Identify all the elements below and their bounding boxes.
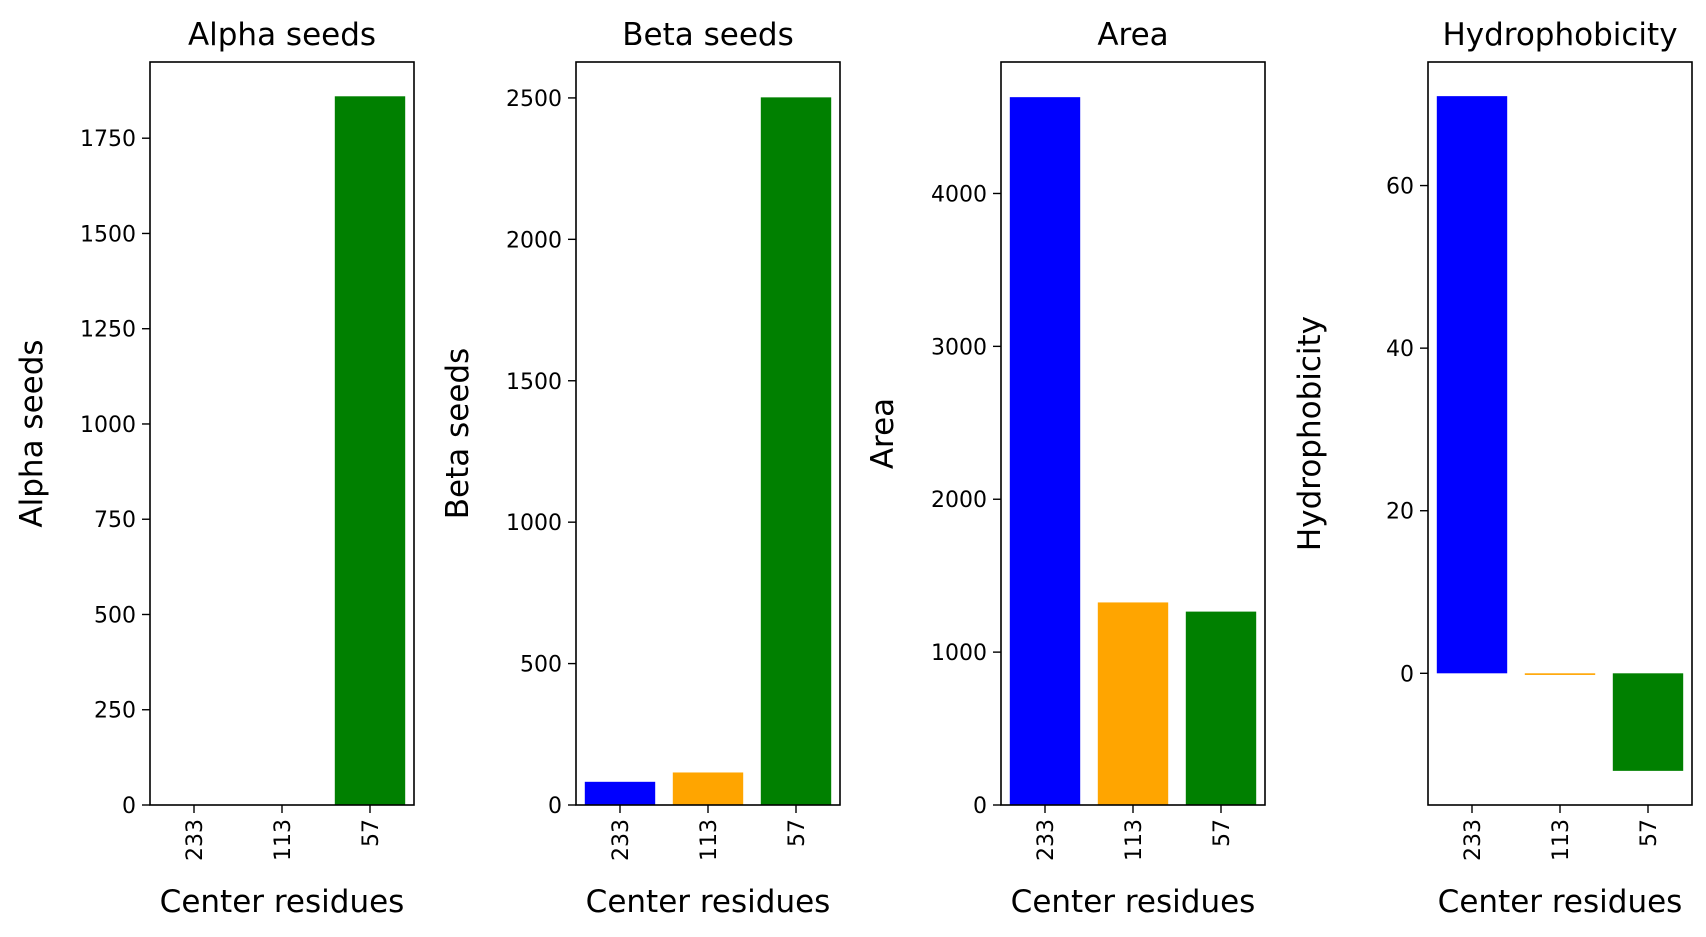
- x-tick-label: 233: [1034, 819, 1059, 861]
- x-axis-label: Center residues: [586, 884, 831, 920]
- y-tick-label: 0: [1400, 662, 1414, 687]
- bar-233: [1009, 97, 1081, 806]
- y-tick-label: 250: [94, 699, 136, 724]
- x-axis-label: Center residues: [1438, 884, 1683, 920]
- y-tick-label: 2500: [506, 87, 562, 112]
- chart-panel-3: 0 1000 2000 3000 4000 233 113 57 Area Center resi…: [865, 17, 1266, 920]
- y-tick-label: 4000: [931, 182, 987, 207]
- chart-panel-4: 0 20 40 60 233 113 57 Hydrophobicity Center resi…: [1292, 17, 1693, 920]
- y-tick-label: 0: [122, 794, 136, 819]
- chart-title: Beta seeds: [622, 17, 793, 53]
- bar-57: [1612, 673, 1684, 771]
- chart-title: Hydrophobicity: [1442, 17, 1677, 53]
- x-tick-label: 233: [1461, 819, 1486, 861]
- bar-57: [334, 96, 406, 806]
- bar-233: [584, 781, 656, 805]
- x-tick-label: 57: [359, 819, 384, 847]
- y-tick-label: 1000: [506, 511, 562, 536]
- y-axis-label: Beta seeds: [440, 348, 476, 519]
- y-tick-label: 1250: [80, 318, 136, 343]
- x-tick-label: 233: [609, 819, 634, 861]
- y-tick-label: 1750: [80, 127, 136, 152]
- x-tick-label: 113: [1549, 819, 1574, 861]
- x-tick-label: 57: [1637, 819, 1662, 847]
- x-axis-label: Center residues: [1011, 884, 1256, 920]
- bar-233: [1436, 96, 1508, 674]
- bar-113: [1524, 673, 1596, 675]
- x-tick-label: 113: [697, 819, 722, 861]
- y-tick-label: 40: [1386, 337, 1414, 362]
- x-axis-label: Center residues: [160, 884, 405, 920]
- y-tick-label: 500: [520, 653, 562, 678]
- y-tick-label: 1500: [506, 370, 562, 395]
- y-axis-label: Area: [865, 398, 901, 469]
- x-tick-label: 57: [785, 819, 810, 847]
- y-tick-label: 0: [548, 794, 562, 819]
- y-tick-label: 2000: [506, 228, 562, 253]
- bar-57: [1185, 611, 1257, 805]
- y-tick-label: 2000: [931, 488, 987, 513]
- chart-panel-2: 0 500 1000 1500 2000 2500 233 113 57 Beta seeds Ce…: [440, 17, 841, 920]
- chart-panel-1: 0 250 500 750 1000 1250 1500 1750 233 113 57 Alpha …: [14, 17, 415, 920]
- y-tick-label: 1000: [931, 641, 987, 666]
- y-tick-label: 750: [94, 508, 136, 533]
- chart-title: Alpha seeds: [188, 17, 376, 53]
- y-tick-label: 20: [1386, 500, 1414, 525]
- x-tick-label: 113: [1122, 819, 1147, 861]
- x-tick-label: 113: [271, 819, 296, 861]
- y-axis-label: Alpha seeds: [14, 339, 50, 527]
- y-axis-label: Hydrophobicity: [1292, 316, 1328, 551]
- x-tick-label: 233: [183, 819, 208, 861]
- y-tick-label: 3000: [931, 335, 987, 360]
- x-tick-label: 57: [1210, 819, 1235, 847]
- y-tick-label: 1000: [80, 413, 136, 438]
- bar-113: [1097, 602, 1169, 805]
- y-tick-label: 60: [1386, 175, 1414, 200]
- bar-57: [760, 97, 832, 806]
- y-tick-label: 1500: [80, 222, 136, 247]
- bar-113: [672, 772, 744, 805]
- chart-title: Area: [1097, 17, 1168, 53]
- y-tick-label: 0: [973, 794, 987, 819]
- y-tick-label: 500: [94, 603, 136, 628]
